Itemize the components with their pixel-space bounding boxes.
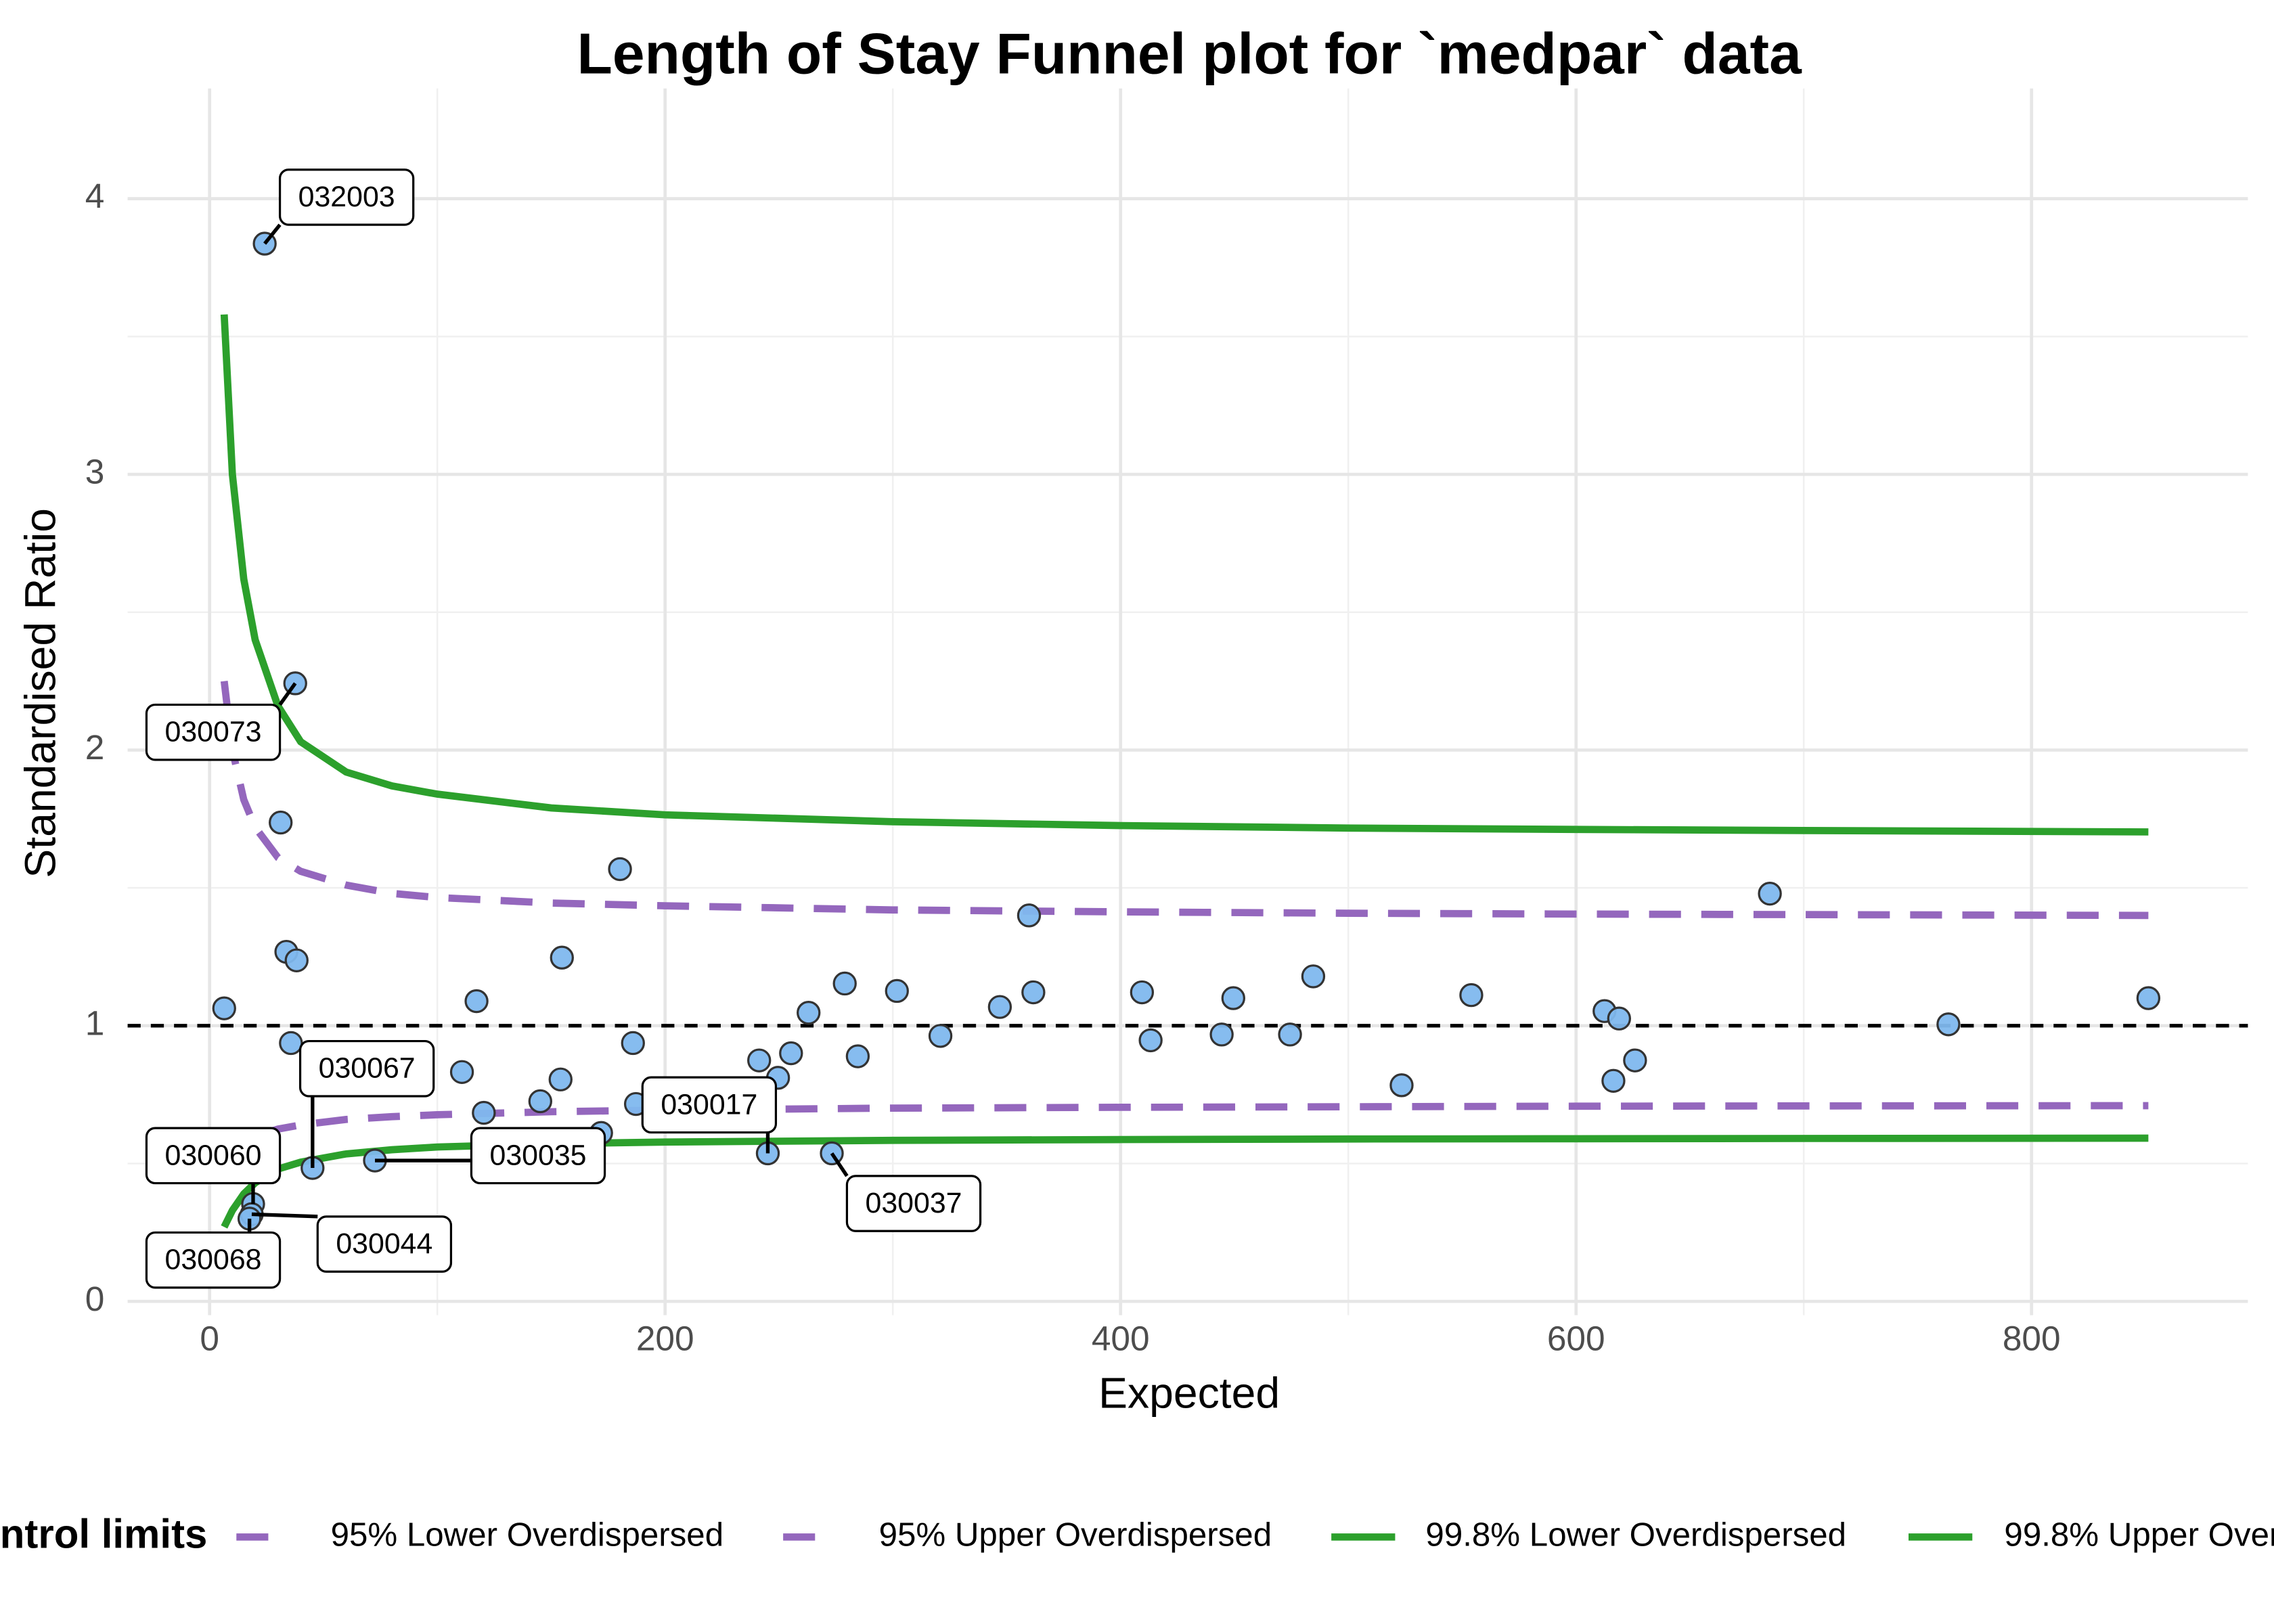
data-point	[1607, 1006, 1632, 1031]
legend-label: 99.8% Lower Overdispersed	[1425, 1516, 1846, 1553]
point-label: 032003	[298, 181, 395, 213]
point-label: 030035	[490, 1139, 587, 1171]
limit-line	[220, 680, 2149, 920]
point-label: 030060	[165, 1139, 262, 1171]
data-point	[279, 1031, 303, 1056]
data-point	[1130, 980, 1155, 1005]
label-box	[145, 703, 282, 761]
data-point	[928, 1024, 953, 1048]
data-point	[1221, 986, 1245, 1010]
data-point	[464, 989, 489, 1014]
x-axis-label: Expected	[1098, 1369, 1280, 1418]
label-connector	[830, 1152, 849, 1177]
label-connector	[278, 682, 297, 706]
x-tick-label: 600	[1547, 1319, 1605, 1358]
label-box	[278, 168, 415, 226]
label-box	[641, 1076, 778, 1134]
label-connector	[251, 1212, 318, 1219]
legend-title: Control limits	[0, 1511, 207, 1556]
label-box	[845, 1175, 982, 1232]
limit-line	[221, 1102, 2149, 1166]
data-point	[1301, 964, 1326, 989]
y-tick-label: 0	[85, 1279, 105, 1318]
data-point	[212, 996, 236, 1020]
limit-line	[220, 314, 2149, 836]
point-label: 030067	[319, 1052, 416, 1085]
data-point	[987, 995, 1012, 1019]
data-point	[449, 1060, 474, 1084]
data-point	[1601, 1068, 1626, 1093]
legend-label: 95% Upper Overdispersed	[879, 1516, 1272, 1553]
data-point	[528, 1089, 552, 1114]
point-label: 030068	[165, 1244, 262, 1276]
data-point	[284, 948, 309, 972]
x-tick-label: 200	[636, 1319, 694, 1358]
data-point	[472, 1100, 496, 1125]
point-label: 030037	[866, 1187, 962, 1219]
point-labels: 032003 030073 030060 030044 030068 030067 0300…	[145, 168, 982, 1289]
label-box	[470, 1127, 606, 1185]
data-point	[747, 1048, 772, 1073]
data-point	[1278, 1022, 1302, 1047]
data-point	[1623, 1048, 1647, 1073]
y-tick-label: 2	[85, 727, 105, 767]
label-box	[145, 1127, 282, 1185]
y-tick-label: 1	[85, 1003, 105, 1042]
data-point	[2136, 986, 2161, 1010]
points	[212, 231, 2161, 1231]
y-axis-label: Standardised Ratio	[16, 508, 64, 878]
x-tick-label: 400	[1092, 1319, 1150, 1358]
limit-lines	[220, 314, 2149, 1229]
point-label: 030073	[165, 716, 262, 748]
data-point	[1021, 980, 1046, 1005]
data-point	[621, 1031, 645, 1056]
data-point	[608, 857, 632, 882]
data-point	[269, 810, 293, 835]
data-point	[1017, 903, 1042, 928]
data-point	[885, 978, 909, 1003]
label-box	[145, 1231, 282, 1289]
data-point	[779, 1041, 803, 1066]
data-point	[1936, 1012, 1961, 1037]
x-tick-label: 800	[2003, 1319, 2061, 1358]
label-connector	[263, 223, 282, 245]
label-box	[316, 1215, 453, 1273]
data-point	[548, 1067, 573, 1091]
data-point	[1389, 1073, 1414, 1098]
data-point	[832, 971, 857, 996]
y-tick-label: 3	[85, 452, 105, 491]
point-label: 030044	[336, 1227, 432, 1260]
label-box	[298, 1039, 435, 1098]
data-point	[1758, 882, 1782, 906]
x-tick-label: 0	[200, 1319, 219, 1358]
data-point	[1209, 1022, 1234, 1047]
data-point	[845, 1044, 870, 1068]
data-point	[1459, 983, 1484, 1008]
legend-label: 95% Lower Overdispersed	[331, 1516, 724, 1553]
data-point	[1138, 1028, 1163, 1053]
y-tick-label: 4	[85, 176, 105, 215]
chart-title: Length of Stay Funnel plot for `medpar` …	[577, 21, 1803, 86]
point-label: 030017	[661, 1088, 757, 1121]
data-point	[550, 945, 574, 970]
grid	[127, 88, 2248, 1315]
legend-label: 99.8% Upper Overdispersed	[2004, 1516, 2274, 1553]
data-point	[797, 1000, 821, 1025]
